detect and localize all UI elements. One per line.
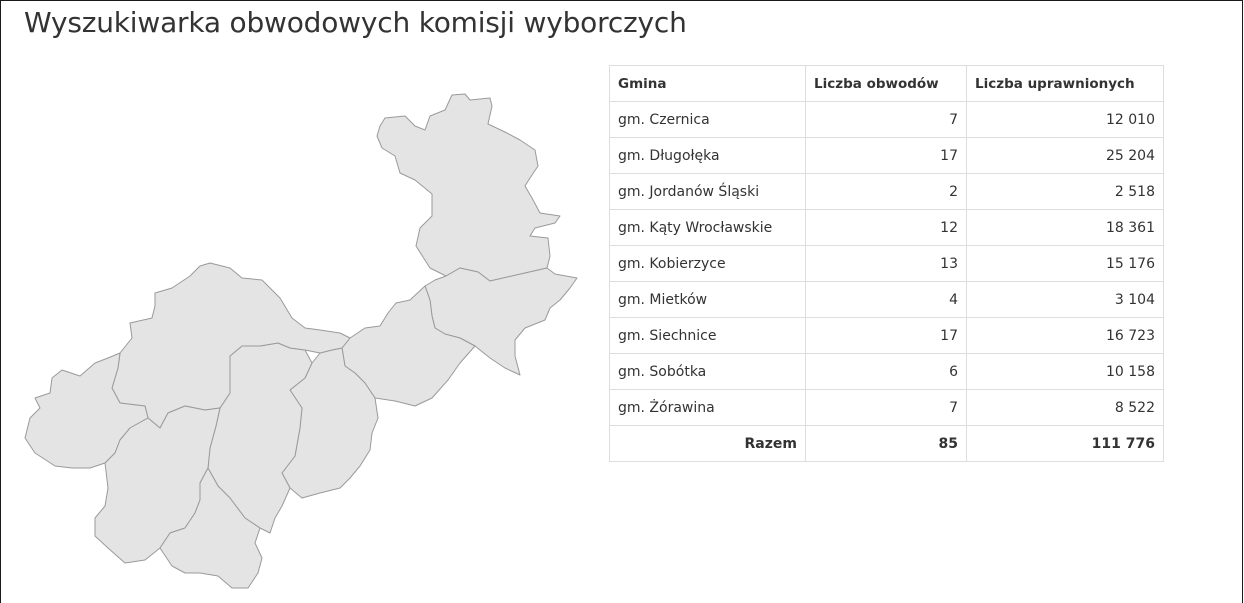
cell-obwody: 4	[805, 281, 967, 318]
cell-obwody: 17	[805, 317, 967, 354]
table-row[interactable]: gm. Kobierzyce 13 15 176	[609, 245, 1164, 282]
cell-gmina: gm. Mietków	[609, 281, 806, 318]
map-region-dlugoleka[interactable]	[376, 93, 561, 282]
cell-uprawnieni: 18 361	[966, 209, 1164, 246]
table-row[interactable]: gm. Jordanów Śląski 2 2 518	[609, 173, 1164, 210]
table-header-row: Gmina Liczba obwodów Liczba uprawnionych	[609, 65, 1164, 102]
cell-uprawnieni: 10 158	[966, 353, 1164, 390]
cell-gmina: gm. Jordanów Śląski	[609, 173, 806, 210]
cell-uprawnieni: 2 518	[966, 173, 1164, 210]
header-liczba-uprawnionych: Liczba uprawnionych	[966, 65, 1164, 102]
cell-obwody: 2	[805, 173, 967, 210]
map-region-mietkow[interactable]	[24, 352, 149, 469]
map-region-jordanow[interactable]	[159, 467, 263, 589]
cell-obwody: 13	[805, 245, 967, 282]
total-obwody: 85	[805, 425, 967, 462]
cell-gmina: gm. Kobierzyce	[609, 245, 806, 282]
table-row[interactable]: gm. Sobótka 6 10 158	[609, 353, 1164, 390]
cell-obwody: 7	[805, 101, 967, 138]
cell-gmina: gm. Sobótka	[609, 353, 806, 390]
table-row[interactable]: gm. Mietków 4 3 104	[609, 281, 1164, 318]
cell-gmina: gm. Siechnice	[609, 317, 806, 354]
header-gmina: Gmina	[609, 65, 806, 102]
cell-obwody: 6	[805, 353, 967, 390]
total-label: Razem	[609, 425, 806, 462]
cell-gmina: gm. Długołęka	[609, 137, 806, 174]
table-row[interactable]: gm. Żórawina 7 8 522	[609, 389, 1164, 426]
map-region-katy[interactable]	[111, 262, 351, 429]
cell-uprawnieni: 8 522	[966, 389, 1164, 426]
cell-gmina: gm. Czernica	[609, 101, 806, 138]
table-total-row: Razem 85 111 776	[609, 425, 1164, 462]
gminy-table: Gmina Liczba obwodów Liczba uprawnionych…	[609, 65, 1164, 462]
table-row[interactable]: gm. Siechnice 17 16 723	[609, 317, 1164, 354]
cell-obwody: 17	[805, 137, 967, 174]
cell-obwody: 12	[805, 209, 967, 246]
cell-uprawnieni: 25 204	[966, 137, 1164, 174]
table-row[interactable]: gm. Czernica 7 12 010	[609, 101, 1164, 138]
cell-uprawnieni: 16 723	[966, 317, 1164, 354]
cell-gmina: gm. Kąty Wrocławskie	[609, 209, 806, 246]
map-region-siechnice[interactable]	[341, 285, 476, 407]
gminy-map	[24, 93, 578, 589]
cell-obwody: 7	[805, 389, 967, 426]
page-title: Wyszukiwarka obwodowych komisji wyborczy…	[24, 6, 687, 39]
table-row[interactable]: gm. Kąty Wrocławskie 12 18 361	[609, 209, 1164, 246]
header-liczba-obwodow: Liczba obwodów	[805, 65, 967, 102]
cell-uprawnieni: 15 176	[966, 245, 1164, 282]
total-uprawnieni: 111 776	[966, 425, 1164, 462]
cell-gmina: gm. Żórawina	[609, 389, 806, 426]
cell-uprawnieni: 3 104	[966, 281, 1164, 318]
table-row[interactable]: gm. Długołęka 17 25 204	[609, 137, 1164, 174]
cell-uprawnieni: 12 010	[966, 101, 1164, 138]
